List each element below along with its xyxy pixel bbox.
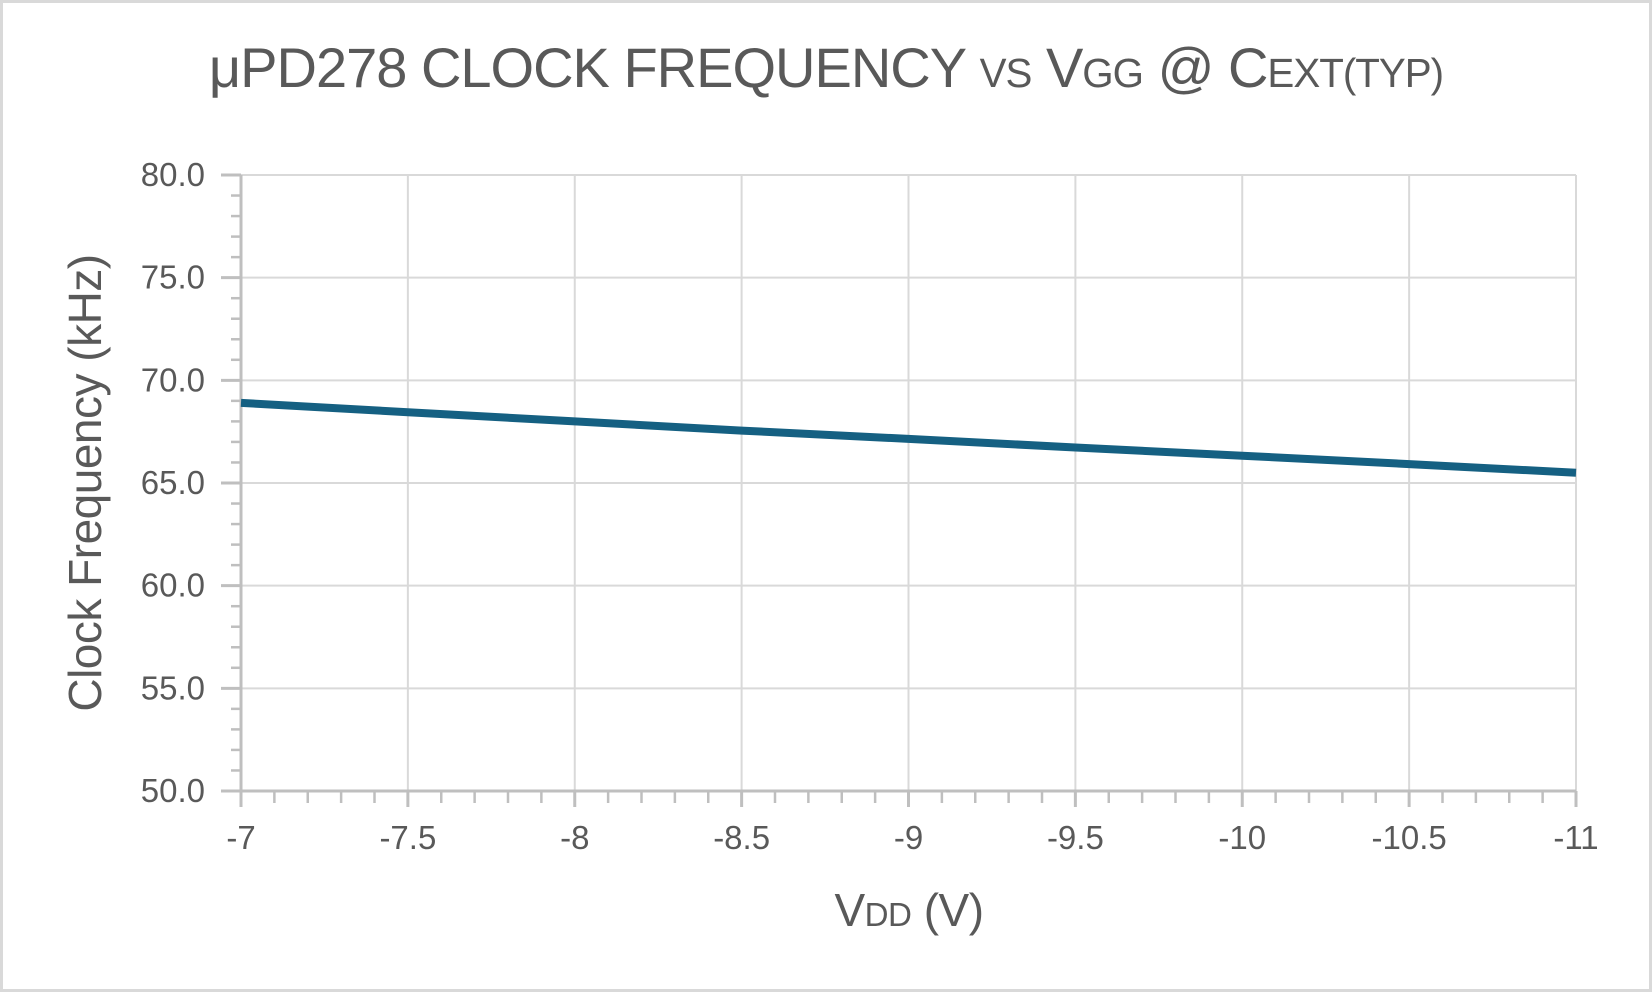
x-tick-label: -9 xyxy=(894,819,923,856)
x-tick-label: -9.5 xyxy=(1047,819,1104,856)
data-series-line xyxy=(240,398,1577,477)
plot-area: 80.0 75.0 70.0 65.0 60.0 55.0 50.0 -7 -7.5 -8 -8.5… xyxy=(141,156,1599,856)
y-tick-label: 60.0 xyxy=(141,567,205,604)
x-tick-label: -8.5 xyxy=(713,819,770,856)
x-tick-label: -10.5 xyxy=(1372,819,1447,856)
chart-title-segment: GG xyxy=(1082,50,1144,96)
x-axis-title: VDD (V) xyxy=(834,883,984,937)
chart-title-segment: EXT(TYP) xyxy=(1267,50,1444,96)
chart-title-segment: @ C xyxy=(1143,36,1269,99)
y-axis-title: Clock Frequency (kHz) xyxy=(59,254,111,712)
y-tick-label: 70.0 xyxy=(141,361,205,398)
x-tick-label: -10 xyxy=(1218,819,1266,856)
x-tick-label: -7.5 xyxy=(379,819,436,856)
y-tick-label: 50.0 xyxy=(141,772,205,809)
y-tick-label: 80.0 xyxy=(141,156,205,193)
x-tick-label: -7 xyxy=(226,819,255,856)
y-tick-label: 75.0 xyxy=(141,259,205,296)
x-axis-title-segment: DD xyxy=(864,897,912,934)
y-tick-label: 55.0 xyxy=(141,669,205,706)
x-tick-label: -11 xyxy=(1553,819,1598,856)
chart-title-segment: μPD278 CLOCK FREQUENCY xyxy=(208,36,980,99)
x-axis-title-segment: V xyxy=(834,884,865,936)
x-axis-title-segment: (V) xyxy=(911,884,984,936)
y-tick-label: 65.0 xyxy=(141,464,205,501)
x-tick-label: -8 xyxy=(560,819,589,856)
chart-title-segment: VS xyxy=(979,50,1033,96)
chart-title: μPD278 CLOCK FREQUENCY VS VGG @ CEXT(TYP… xyxy=(208,36,1444,99)
chart-title-segment: V xyxy=(1031,36,1083,99)
